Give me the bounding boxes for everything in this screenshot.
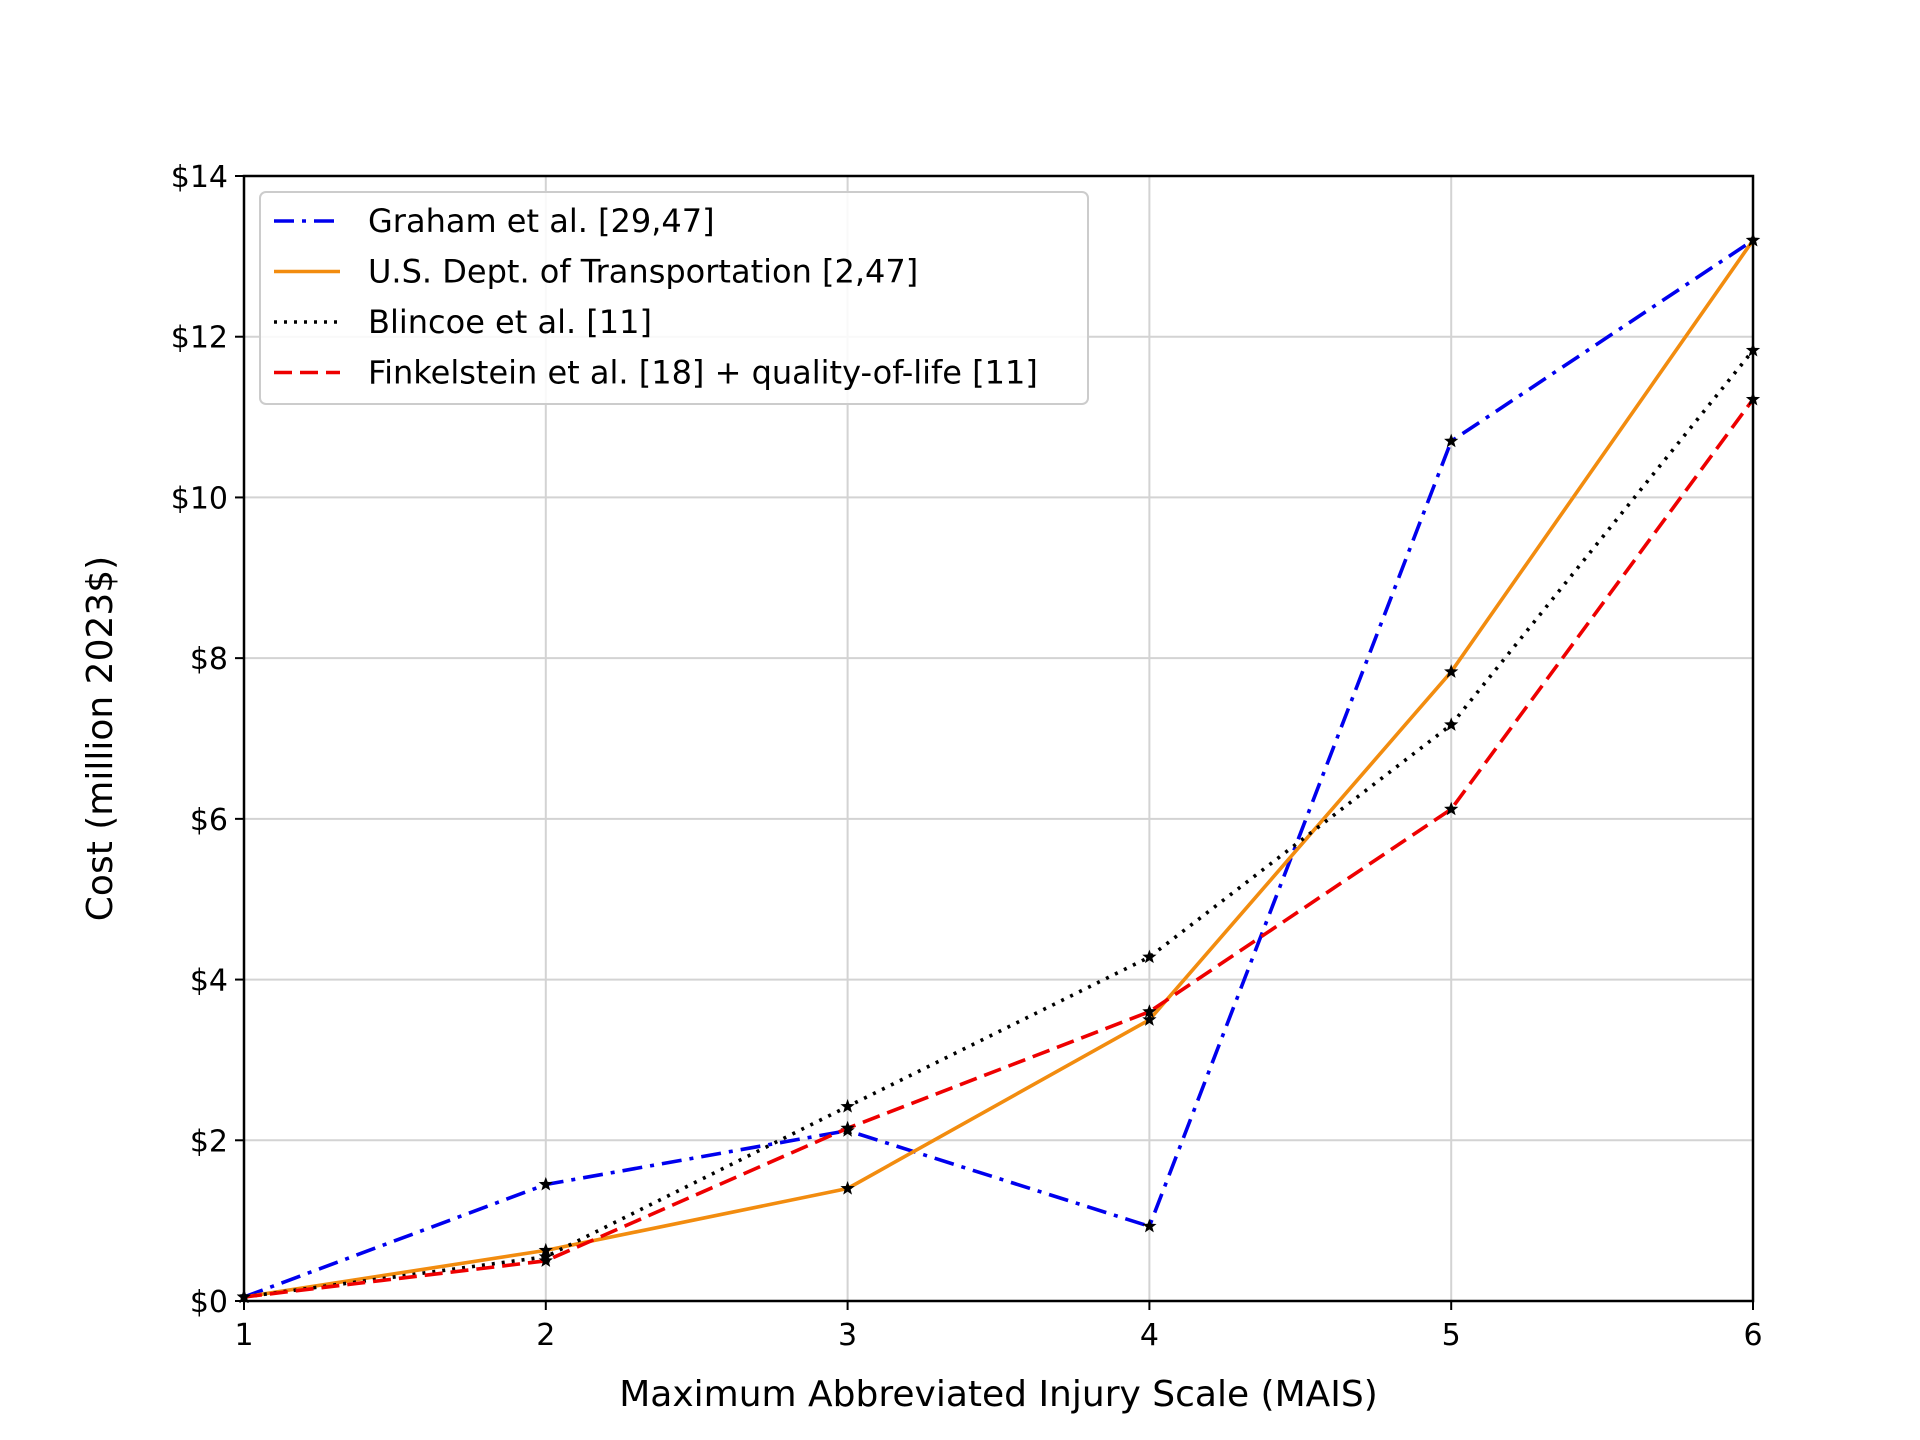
data-point bbox=[840, 1099, 855, 1113]
y-axis-title: Cost (million 2023$) bbox=[80, 556, 121, 921]
data-point bbox=[1142, 949, 1157, 964]
x-tick-label: 2 bbox=[536, 1318, 555, 1353]
data-point bbox=[1142, 1218, 1157, 1233]
data-point bbox=[1444, 801, 1459, 816]
data-point bbox=[840, 1120, 855, 1135]
x-tick-label: 1 bbox=[234, 1318, 253, 1353]
y-tick-label: $2 bbox=[190, 1124, 228, 1159]
series-line bbox=[243, 238, 1754, 1299]
legend-entry: U.S. Dept. of Transportation [2,47] bbox=[274, 253, 918, 291]
legend-entry: Finkelstein et al. [18] + quality-of-lif… bbox=[274, 354, 1038, 392]
series-line bbox=[243, 239, 1755, 1299]
x-tick-label: 3 bbox=[838, 1318, 857, 1353]
data-point bbox=[1444, 433, 1459, 448]
series-line bbox=[243, 398, 1755, 1299]
data-point bbox=[1444, 664, 1459, 678]
x-axis: 1 2 3 4 5 6 bbox=[234, 1301, 1763, 1353]
y-tick-label: $10 bbox=[171, 481, 228, 516]
x-tick-label: 6 bbox=[1743, 1318, 1762, 1353]
legend-box bbox=[259, 191, 1089, 405]
legend-label: Blincoe et al. [11] bbox=[368, 303, 652, 341]
y-tick-label: $6 bbox=[190, 803, 228, 838]
data-point bbox=[538, 1253, 553, 1267]
data-point bbox=[1142, 1012, 1157, 1026]
x-tick-label: 4 bbox=[1140, 1318, 1159, 1353]
x-axis-title: Maximum Abbreviated Injury Scale (MAIS) bbox=[619, 1374, 1378, 1415]
legend-label: Finkelstein et al. [18] + quality-of-lif… bbox=[368, 354, 1038, 392]
data-point bbox=[538, 1176, 553, 1191]
x-tick-label: 5 bbox=[1442, 1318, 1461, 1353]
plot-frame bbox=[242, 174, 1755, 1303]
data-point bbox=[1444, 717, 1459, 731]
y-tick-label: $0 bbox=[190, 1285, 228, 1320]
legend-entry: Blincoe et al. [11] bbox=[274, 303, 652, 341]
y-tick-label: $8 bbox=[190, 642, 228, 677]
data-point bbox=[1142, 1004, 1157, 1018]
data-point bbox=[840, 1181, 855, 1195]
legend-entry: Graham et al. [29,47] bbox=[274, 202, 715, 240]
y-axis: $0 $2 $4 $6 $8 $10 $12 $14 bbox=[171, 160, 244, 1320]
legend-label: Graham et al. [29,47] bbox=[368, 202, 715, 240]
y-tick-label: $4 bbox=[190, 964, 228, 999]
legend-label: U.S. Dept. of Transportation [2,47] bbox=[368, 253, 918, 291]
legend: Graham et al. [29,47] U.S. Dept. of Trans… bbox=[259, 191, 1089, 405]
y-tick-label: $14 bbox=[171, 160, 228, 195]
y-tick-label: $12 bbox=[171, 321, 228, 356]
